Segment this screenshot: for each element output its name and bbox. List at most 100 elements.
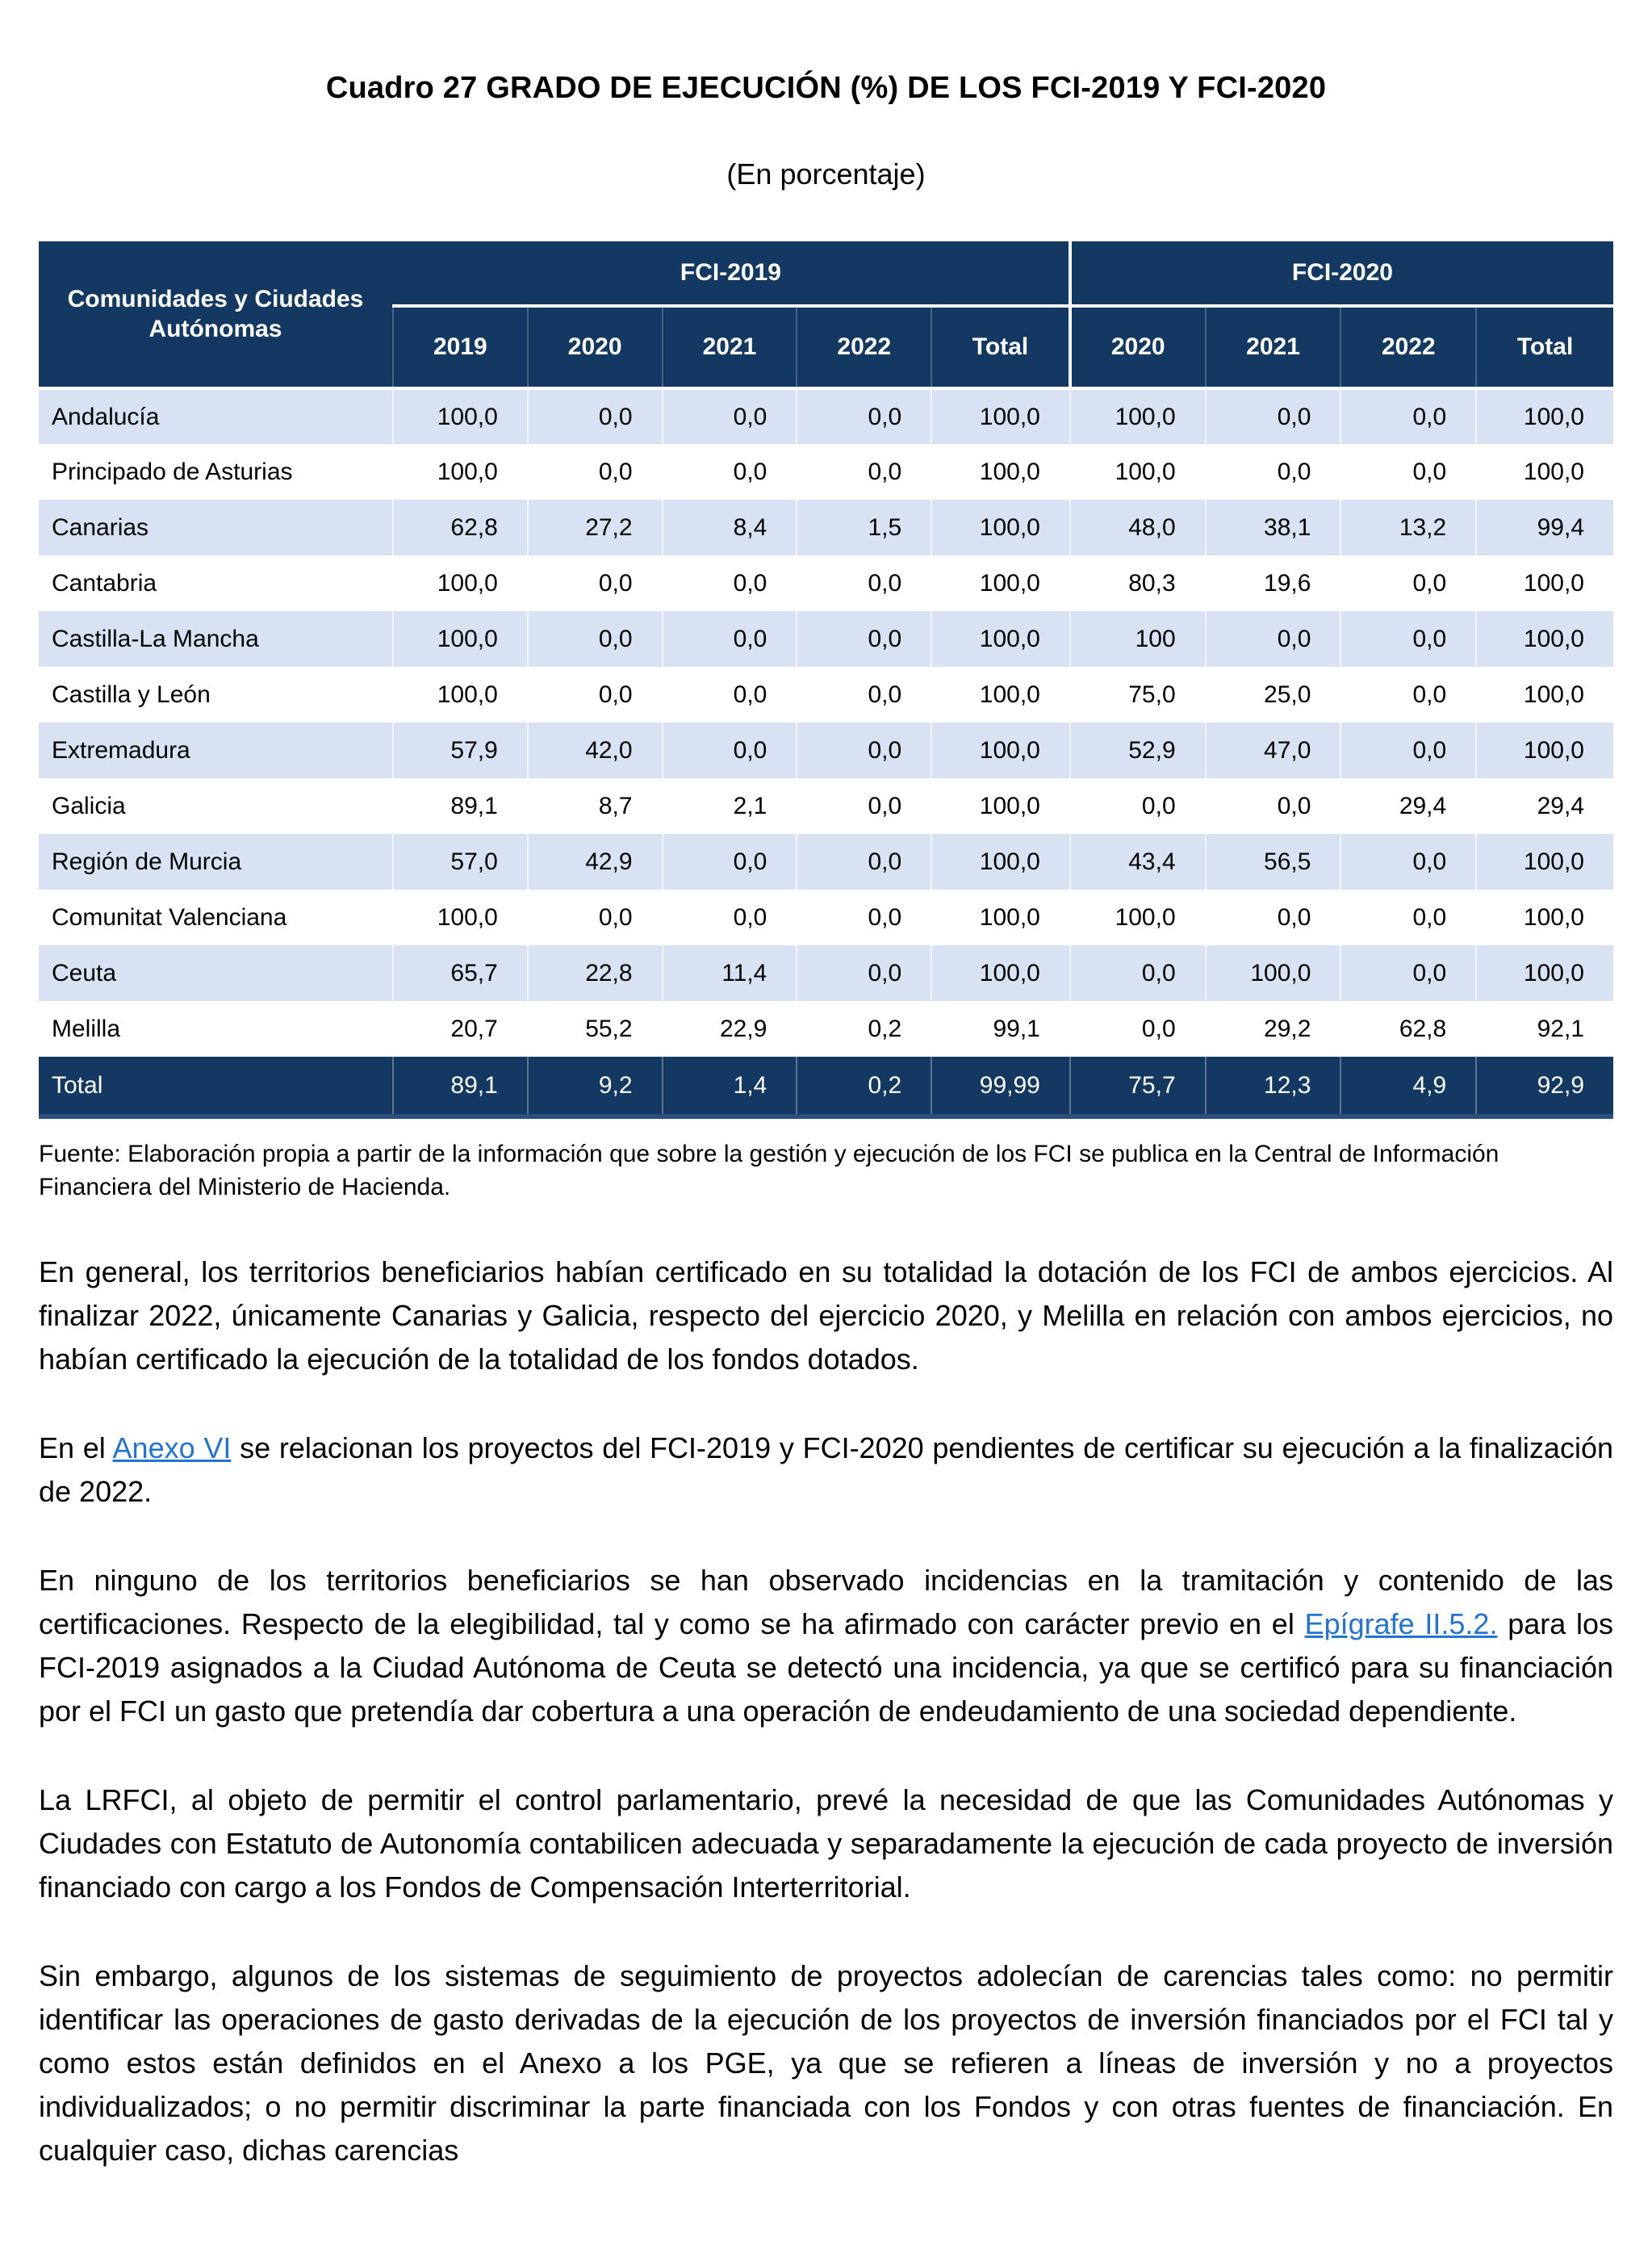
- value-cell: 100,0: [1475, 667, 1613, 723]
- value-cell: 22,9: [661, 1001, 797, 1057]
- value-cell: 0,0: [796, 388, 932, 444]
- value-cell: 100,0: [391, 890, 528, 945]
- value-cell: 100,0: [1475, 723, 1613, 778]
- value-cell: 75,7: [1069, 1057, 1206, 1116]
- value-cell: 57,0: [391, 834, 528, 890]
- value-cell: 47,0: [1204, 723, 1341, 778]
- page-title: Cuadro 27 GRADO DE EJECUCIÓN (%) DE LOS …: [325, 71, 1327, 105]
- value-cell: 43,4: [1069, 834, 1206, 890]
- year-header-fci-2019-2021: 2021: [661, 306, 797, 390]
- value-cell: 62,8: [391, 500, 528, 555]
- fci-execution-table: Comunidades y Ciudades Autónomas FCI-201…: [39, 241, 1613, 1119]
- table-row: Andalucía 100,0 0,0 0,0 0,0 100,0 100,0 0,0 0,0 1…: [39, 388, 1613, 444]
- value-cell: 100,0: [391, 388, 528, 444]
- value-cell: 0,0: [661, 890, 797, 945]
- value-cell: 100,0: [931, 555, 1070, 611]
- value-cell: 0,0: [1340, 834, 1477, 890]
- inline-link[interactable]: Epígrafe II.5.2.: [1304, 1607, 1498, 1640]
- value-cell: 0,0: [796, 611, 932, 667]
- value-cell: 0,0: [1069, 945, 1206, 1001]
- value-cell: 100,0: [1475, 444, 1613, 500]
- value-cell: 0,0: [796, 945, 932, 1001]
- value-cell: 2,1: [661, 778, 797, 834]
- value-cell: 22,8: [526, 945, 663, 1001]
- table-body: Andalucía 100,0 0,0 0,0 0,0 100,0 100,0 0,0 0,0 1…: [39, 388, 1613, 1116]
- year-header-fci-2019-total: Total: [931, 306, 1070, 390]
- value-cell: 0,0: [526, 555, 663, 611]
- value-cell: 65,7: [391, 945, 528, 1001]
- value-cell: 100,0: [1475, 834, 1613, 890]
- region-name: Principado de Asturias: [52, 458, 293, 485]
- value-cell: 0,0: [1340, 890, 1477, 945]
- region-name: Andalucía: [52, 403, 160, 430]
- value-cell: 0,0: [1340, 555, 1477, 611]
- value-cell: 100,0: [931, 667, 1070, 723]
- value-cell: 75,0: [1069, 667, 1206, 723]
- value-cell: 0,0: [1340, 611, 1477, 667]
- value-cell: 0,0: [1069, 778, 1206, 834]
- value-cell: 100: [1069, 611, 1206, 667]
- value-cell: 0,0: [1340, 667, 1477, 723]
- region-name: Castilla-La Mancha: [52, 625, 259, 652]
- page-subtitle: (En porcentaje): [726, 157, 926, 191]
- value-cell: 100,0: [1475, 890, 1613, 945]
- region-name: Comunitat Valenciana: [52, 903, 287, 931]
- value-cell: 0,0: [796, 778, 932, 834]
- region-name: Ceuta: [52, 959, 117, 986]
- region-name: Región de Murcia: [52, 848, 242, 875]
- paragraphs: En general, los territorios beneficiario…: [39, 1250, 1613, 2172]
- table-row: Ceuta 65,7 22,8 11,4 0,0 100,0 0,0 100,0 0,0 100,…: [39, 945, 1613, 1001]
- year-header-fci-2019-2020: 2020: [526, 306, 663, 390]
- value-cell: 92,1: [1475, 1001, 1613, 1057]
- value-cell: 20,7: [391, 1001, 528, 1057]
- region-name: Canarias: [52, 513, 149, 541]
- region-name: Cantabria: [52, 569, 157, 597]
- paragraph: La LRFCI, al objeto de permitir el contr…: [39, 1783, 1613, 1904]
- value-cell: 52,9: [1069, 723, 1206, 778]
- table-row: Comunitat Valenciana 100,0 0,0 0,0 0,0 100,0 1…: [39, 890, 1613, 945]
- value-cell: 0,0: [796, 667, 932, 723]
- table-row: Región de Murcia 57,0 42,9 0,0 0,0 100,0 43,4 5…: [39, 834, 1613, 890]
- table-total-row: Total 89,1 9,2 1,4 0,2 99,99 75,7 12,3 4,9 92,9: [39, 1057, 1613, 1116]
- value-cell: 0,0: [661, 388, 797, 444]
- value-cell: 0,0: [1204, 890, 1341, 945]
- value-cell: 62,8: [1340, 1001, 1477, 1057]
- value-cell: 0,2: [796, 1057, 932, 1116]
- paragraph: En el Anexo VI se relacionan los proyect…: [39, 1431, 1613, 1508]
- value-cell: 13,2: [1340, 500, 1477, 555]
- year-header-fci-2019-2022: 2022: [796, 306, 932, 390]
- value-cell: 4,9: [1340, 1057, 1477, 1116]
- value-cell: 0,0: [526, 444, 663, 500]
- table-header: Comunidades y Ciudades Autónomas FCI-201…: [39, 241, 1613, 390]
- year-header-fci-2020-total: Total: [1475, 306, 1613, 390]
- value-cell: 99,4: [1475, 500, 1613, 555]
- value-cell: 9,2: [526, 1057, 663, 1116]
- value-cell: 38,1: [1204, 500, 1341, 555]
- value-cell: 89,1: [391, 1057, 528, 1116]
- value-cell: 0,0: [1340, 444, 1477, 500]
- value-cell: 0,0: [1340, 945, 1477, 1001]
- value-cell: 100,0: [931, 723, 1070, 778]
- value-cell: 0,0: [796, 723, 932, 778]
- year-header-fci-2020-2020: 2020: [1068, 306, 1206, 390]
- table-row: Melilla 20,7 55,2 22,9 0,2 99,1 0,0 29,2 62,8 92,…: [39, 1001, 1613, 1057]
- value-cell: 100,0: [1069, 890, 1206, 945]
- value-cell: 0,0: [1340, 723, 1477, 778]
- inline-link[interactable]: Anexo VI: [112, 1431, 232, 1464]
- value-cell: 12,3: [1204, 1057, 1341, 1116]
- value-cell: 0,0: [1204, 611, 1341, 667]
- value-cell: 0,0: [526, 890, 663, 945]
- year-header-row: 2019 2020 2021 2022 Total 2020 2021 2022 Total: [39, 306, 1613, 390]
- value-cell: 56,5: [1204, 834, 1341, 890]
- value-cell: 92,9: [1475, 1057, 1613, 1116]
- value-cell: 100,0: [391, 611, 528, 667]
- value-cell: 100,0: [391, 555, 528, 611]
- value-cell: 42,0: [526, 723, 663, 778]
- value-cell: 100,0: [1069, 388, 1206, 444]
- value-cell: 8,4: [661, 500, 797, 555]
- value-cell: 99,1: [931, 1001, 1070, 1057]
- value-cell: 100,0: [1475, 611, 1613, 667]
- year-header-fci-2019-2019: 2019: [391, 306, 528, 390]
- value-cell: 100,0: [931, 834, 1070, 890]
